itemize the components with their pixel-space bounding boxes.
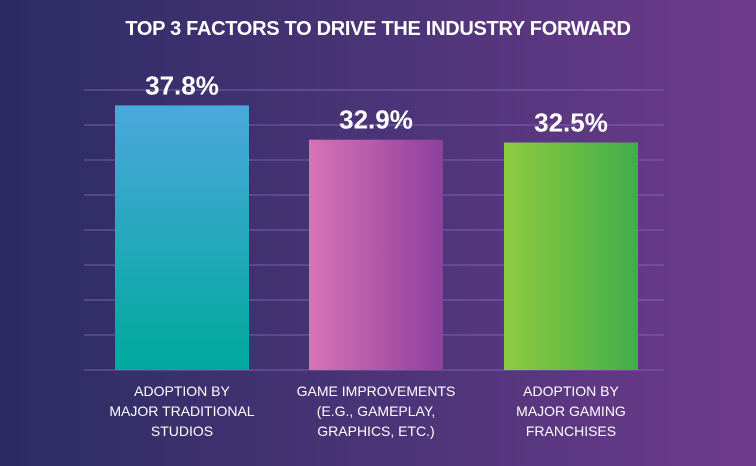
bar xyxy=(309,139,443,370)
category-label: ADOPTION BY MAJOR TRADITIONAL STUDIOS xyxy=(82,381,282,441)
bars xyxy=(115,105,638,371)
bar xyxy=(504,142,638,370)
value-label: 32.9% xyxy=(339,105,413,135)
category-label-line: STUDIOS xyxy=(150,423,214,439)
category-label-line: ADOPTION BY xyxy=(523,383,619,399)
chart-title: TOP 3 FACTORS TO DRIVE THE INDUSTRY FORW… xyxy=(125,18,631,40)
category-label-line: (E.G., GAMEPLAY, xyxy=(316,403,436,419)
category-label-line: GAME IMPROVEMENTS xyxy=(296,383,456,399)
category-label-line: GRAPHICS, ETC.) xyxy=(317,423,435,439)
value-labels: 37.8% 32.9% 32.5% xyxy=(145,70,608,137)
value-label: 37.8% xyxy=(145,70,219,100)
value-label: 32.5% xyxy=(534,108,608,138)
category-label: GAME IMPROVEMENTS (E.G., GAMEPLAY, GRAPHIC… xyxy=(276,381,476,441)
category-label-line: ADOPTION BY xyxy=(134,383,230,399)
category-label-line: MAJOR GAMING xyxy=(516,403,626,419)
category-label-line: MAJOR TRADITIONAL xyxy=(109,403,255,419)
bar xyxy=(115,105,249,371)
category-label-line: FRANCHISES xyxy=(525,423,617,439)
category-label: ADOPTION BY MAJOR GAMING FRANCHISES xyxy=(471,381,671,441)
